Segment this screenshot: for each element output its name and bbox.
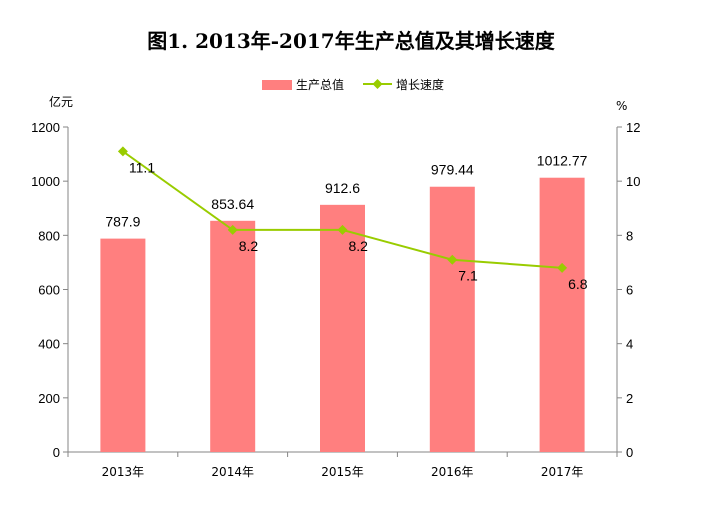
left-tick-label: 0: [53, 445, 60, 460]
right-tick-label: 0: [626, 445, 633, 460]
growth-value-label: 8.2: [239, 238, 259, 254]
growth-value-label: 8.2: [349, 238, 369, 254]
bar: [429, 186, 475, 453]
right-tick-label: 8: [626, 228, 633, 243]
left-tick-label: 400: [38, 337, 60, 352]
right-tick-label: 2: [626, 391, 633, 406]
growth-point: [447, 254, 458, 265]
x-tick-label: 2013年: [102, 465, 145, 479]
x-tick-label: 2016年: [431, 465, 474, 479]
chart-title: 图1. 2013年-2017年生产总值及其增长速度: [147, 29, 555, 53]
legend: 生产总值 增长速度: [262, 77, 444, 92]
growth-point: [337, 224, 348, 235]
right-tick-label: 12: [626, 120, 640, 135]
legend-swatch-growth-marker: [372, 79, 383, 89]
right-axis-unit: %: [616, 99, 627, 113]
data-labels: 787.9 853.64 912.6 979.44 1012.77 11.1 8.2 8.2 7…: [105, 153, 587, 292]
bar-value-label: 912.6: [325, 180, 360, 196]
bar-value-label: 853.64: [211, 196, 254, 212]
bar: [210, 220, 256, 452]
growth-value-label: 7.1: [458, 268, 478, 284]
bar: [100, 238, 146, 452]
growth-value-label: 6.8: [568, 276, 588, 292]
bar-value-label: 979.44: [431, 162, 474, 178]
x-tick-label: 2017年: [541, 465, 584, 479]
growth-point: [557, 262, 568, 273]
growth-value-label: 11.1: [129, 159, 155, 175]
growth-line-series: [117, 146, 568, 273]
right-tick-label: 10: [626, 174, 640, 189]
x-tick-label: 2015年: [321, 465, 364, 479]
legend-swatch-gdp: [262, 80, 292, 90]
legend-label-gdp: 生产总值: [296, 77, 344, 92]
bar-value-label: 1012.77: [537, 153, 588, 169]
growth-point: [227, 224, 238, 235]
bar: [320, 204, 365, 452]
left-tick-label: 800: [38, 228, 60, 243]
left-tick-label: 600: [38, 283, 60, 298]
bar: [539, 177, 585, 452]
x-tick-label: 2014年: [211, 465, 254, 479]
right-tick-label: 4: [626, 337, 633, 352]
bar-value-label: 787.9: [105, 214, 140, 230]
axes: 0 200 400 600 800 1000 1200 0 2 4 6 8 10 12 2013年 2014年…: [31, 120, 640, 479]
bars: [100, 177, 585, 453]
left-axis-unit: 亿元: [49, 94, 73, 109]
right-tick-label: 6: [626, 283, 633, 298]
left-tick-label: 200: [38, 391, 60, 406]
legend-label-growth: 增长速度: [396, 77, 444, 92]
left-tick-label: 1000: [31, 174, 60, 189]
left-tick-label: 1200: [31, 120, 60, 135]
growth-point: [117, 146, 128, 157]
